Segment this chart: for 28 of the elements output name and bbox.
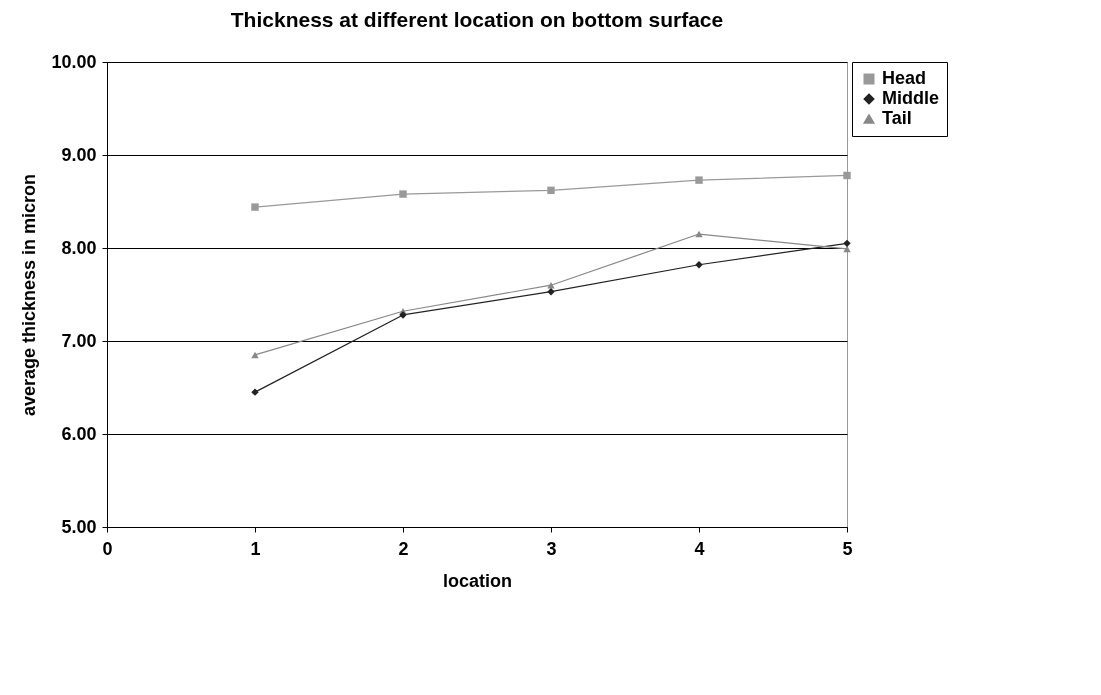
x-tick-label: 0 bbox=[102, 538, 113, 559]
point bbox=[251, 351, 259, 359]
point bbox=[843, 239, 851, 248]
point bbox=[695, 230, 703, 238]
y-tick-label: 5.00 bbox=[61, 516, 97, 537]
point bbox=[399, 190, 407, 198]
y-tick-label: 7.00 bbox=[61, 330, 97, 351]
y-tick-label: 10.00 bbox=[51, 51, 97, 72]
legend-label: Head bbox=[882, 68, 927, 88]
x-tick-label: 5 bbox=[842, 538, 853, 559]
x-axis-title: location bbox=[442, 570, 513, 591]
point bbox=[695, 176, 703, 184]
y-tick-label: 8.00 bbox=[61, 237, 97, 258]
x-tick-label: 2 bbox=[398, 538, 409, 559]
legend-label: Middle bbox=[882, 88, 939, 108]
point bbox=[843, 171, 851, 180]
chart-title: Thickness at different location on bottom surface bbox=[230, 8, 724, 31]
legend-label: Tail bbox=[882, 108, 912, 128]
x-tick-label: 3 bbox=[546, 538, 557, 559]
point bbox=[843, 245, 851, 253]
point bbox=[251, 203, 259, 211]
x-tick-label: 1 bbox=[250, 538, 261, 559]
point bbox=[547, 186, 555, 195]
x-tick-label: 4 bbox=[694, 538, 705, 559]
y-tick-label: 9.00 bbox=[61, 144, 97, 165]
y-tick-label: 6.00 bbox=[61, 423, 97, 444]
y-axis-title: average thickness in micron bbox=[19, 173, 40, 417]
point bbox=[547, 288, 555, 296]
